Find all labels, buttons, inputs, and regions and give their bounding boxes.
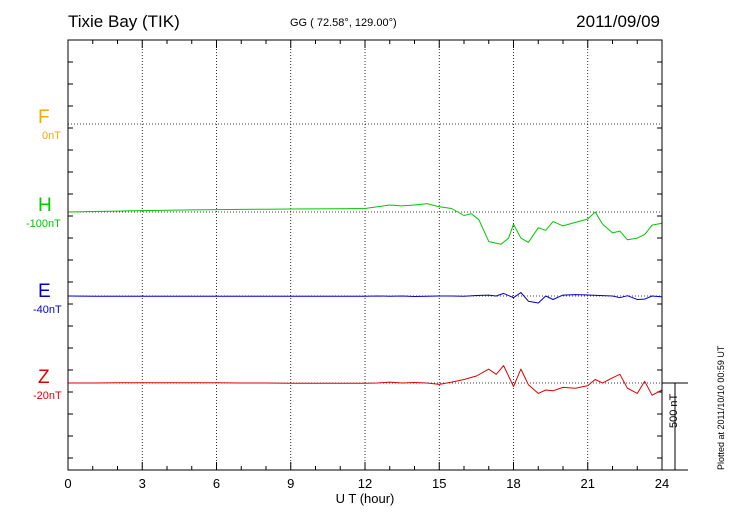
x-tick-labels: 0 3 6 9 12 15 18 21 24: [64, 476, 669, 491]
x-tick-label-12: 12: [358, 476, 372, 491]
plot-frame: [67, 39, 663, 471]
component-f-letter: F: [38, 107, 50, 128]
scale-bar: [662, 382, 688, 471]
plotted-timestamp: Plotted at 2011/10/10 00:59 UT: [716, 345, 726, 470]
series-line-h: [67, 203, 663, 245]
x-tick-label-15: 15: [432, 476, 446, 491]
component-h-letter: H: [38, 195, 52, 216]
component-h-offset: -100nT: [26, 218, 61, 230]
component-z-offset: -20nT: [33, 390, 62, 402]
station-coordinates: GG ( 72.58°, 129.00°): [290, 17, 397, 29]
x-tick-label-24: 24: [655, 476, 669, 491]
series-line-z: [68, 365, 663, 396]
x-tick-label-9: 9: [287, 476, 294, 491]
x-tick-label-3: 3: [139, 476, 146, 491]
component-z-letter: Z: [38, 367, 50, 388]
plot-date: 2011/09/09: [576, 12, 660, 31]
scale-bar-label: 500 nT: [668, 393, 680, 428]
series-line-e: [67, 292, 663, 304]
component-e-offset: -40nT: [33, 304, 62, 316]
component-e-letter: E: [38, 281, 51, 302]
x-axis-label: U T (hour): [336, 491, 395, 506]
axis-ticks: [67, 40, 663, 470]
x-tick-label-0: 0: [64, 476, 71, 491]
x-tick-label-6: 6: [213, 476, 220, 491]
grid: [68, 40, 662, 470]
component-f-offset: 0nT: [42, 130, 61, 142]
station-title: Tixie Bay (TIK): [68, 12, 180, 31]
x-tick-label-18: 18: [506, 476, 520, 491]
series-lines: [67, 203, 663, 396]
x-tick-label-21: 21: [581, 476, 595, 491]
